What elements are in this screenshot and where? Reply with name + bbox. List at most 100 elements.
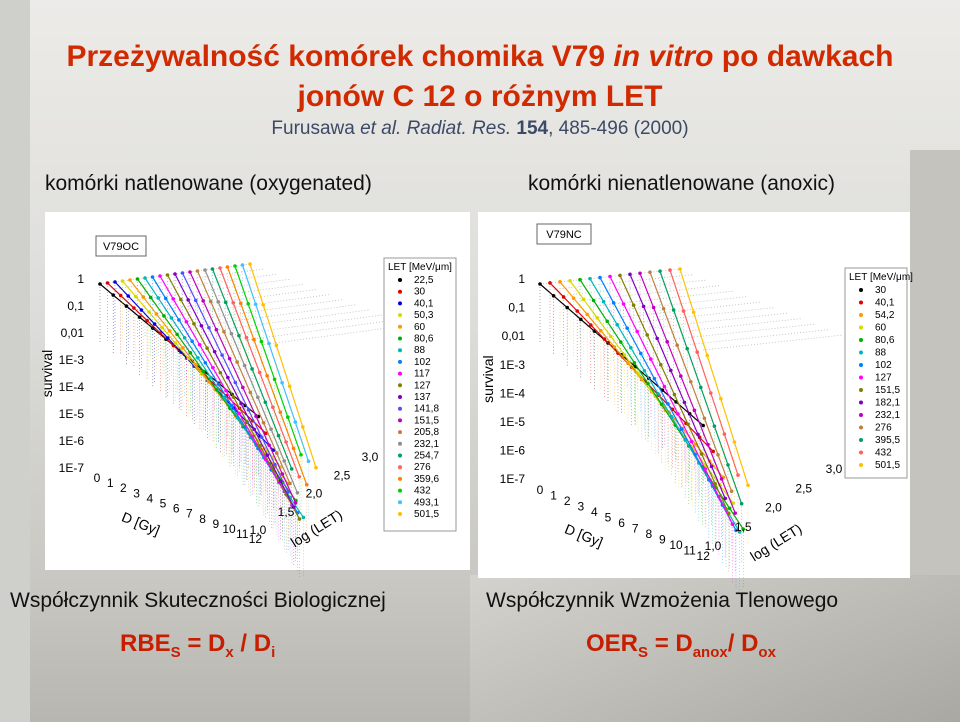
curve-point bbox=[237, 411, 241, 416]
legend-marker bbox=[398, 406, 402, 411]
curve-point bbox=[661, 306, 666, 311]
y-tick-label: 1 bbox=[77, 272, 84, 286]
curve-point bbox=[253, 302, 258, 307]
curve-point bbox=[679, 374, 683, 378]
curve-point bbox=[203, 268, 207, 272]
curve-point bbox=[639, 351, 643, 356]
y-tick-label: 0,01 bbox=[61, 326, 85, 340]
legend-entry: 501,5 bbox=[414, 509, 439, 520]
grid-line bbox=[258, 324, 409, 346]
curve-point bbox=[207, 325, 211, 330]
curve-point bbox=[128, 278, 132, 282]
legend-marker bbox=[398, 430, 402, 435]
title-line: jonów C 12 o różnym LET bbox=[297, 80, 663, 113]
curve-point bbox=[632, 361, 637, 365]
curve-point bbox=[665, 340, 669, 344]
curve-point bbox=[271, 405, 275, 410]
curve-point bbox=[746, 483, 750, 488]
curve-point bbox=[165, 273, 170, 277]
curve-point bbox=[111, 293, 115, 297]
curve-point bbox=[705, 353, 709, 358]
curve-point bbox=[284, 440, 288, 444]
y-tick-label: 1E-4 bbox=[59, 380, 85, 394]
curve-point bbox=[591, 298, 596, 303]
y-tick-label: 1 bbox=[518, 272, 525, 286]
y-tick-label: 1E-7 bbox=[500, 472, 526, 486]
curve-point bbox=[287, 384, 292, 389]
curve-point bbox=[581, 297, 586, 302]
curve-point bbox=[231, 395, 236, 399]
x-tick-label: 2 bbox=[564, 494, 571, 508]
curve-point bbox=[732, 440, 737, 444]
curve-point bbox=[727, 506, 732, 511]
curve-point bbox=[265, 374, 269, 378]
legend-entry: 127 bbox=[414, 380, 431, 391]
curve-point bbox=[201, 299, 205, 303]
curve-point bbox=[235, 360, 239, 364]
curve-point bbox=[696, 432, 700, 437]
formula-subscript: x bbox=[225, 643, 234, 661]
curve-point bbox=[692, 408, 697, 413]
curve-point bbox=[201, 369, 206, 374]
grid-line bbox=[539, 268, 681, 285]
panel-caption: komórki natlenowane (oxygenated) bbox=[45, 172, 372, 195]
legend-entry: 54,2 bbox=[875, 310, 895, 321]
curve-point bbox=[658, 269, 662, 273]
curve-point bbox=[314, 465, 318, 470]
x-tick-label: 5 bbox=[160, 497, 167, 511]
curve-point bbox=[240, 263, 245, 267]
z-tick-label: 1,0 bbox=[250, 523, 267, 537]
curve-point bbox=[261, 302, 266, 307]
curve-point bbox=[739, 501, 744, 506]
curve-point bbox=[686, 422, 690, 427]
curve-point bbox=[595, 316, 599, 320]
legend-entry: 141,8 bbox=[414, 404, 439, 415]
x-tick-label: 3 bbox=[133, 486, 140, 500]
curve-point bbox=[304, 482, 309, 487]
curve-point bbox=[220, 353, 224, 357]
curve-point bbox=[222, 329, 226, 334]
curve-point bbox=[558, 280, 562, 284]
curve-point bbox=[214, 327, 219, 332]
legend-entry: 276 bbox=[875, 423, 892, 434]
curve-point bbox=[635, 329, 639, 334]
curve-point bbox=[182, 336, 187, 340]
curve-point bbox=[701, 423, 705, 428]
curve-point bbox=[205, 346, 209, 351]
x-tick-label: 10 bbox=[669, 538, 683, 552]
legend-marker bbox=[398, 289, 402, 294]
grid-line bbox=[245, 319, 396, 341]
grid-line bbox=[689, 329, 830, 345]
curve-point bbox=[261, 420, 266, 425]
grid-line bbox=[594, 290, 735, 307]
curve-point bbox=[538, 282, 542, 286]
bottom-heading: Współczynnik Wzmożenia Tlenowego bbox=[486, 589, 839, 612]
curve-point bbox=[210, 267, 215, 271]
grid-line bbox=[621, 301, 762, 318]
legend-entry: 232,1 bbox=[875, 410, 900, 421]
grid-line bbox=[113, 268, 264, 290]
survival-curve bbox=[249, 263, 317, 468]
x-tick-label: 12 bbox=[249, 532, 263, 546]
curve-point bbox=[609, 334, 613, 339]
x-tick-label: 1 bbox=[550, 489, 557, 503]
curve-point bbox=[278, 479, 283, 483]
legend-marker bbox=[398, 336, 402, 341]
curve-point bbox=[615, 322, 619, 327]
legend-marker bbox=[859, 463, 863, 467]
curve-point bbox=[145, 318, 149, 323]
curve-point bbox=[672, 392, 677, 397]
curve-point bbox=[224, 388, 228, 393]
z-tick-label: 2,0 bbox=[765, 501, 782, 515]
formula-subscript: i bbox=[271, 643, 276, 661]
y-tick-label: 1E-5 bbox=[500, 415, 526, 429]
panel-label: V79OC bbox=[103, 241, 139, 253]
curve-point bbox=[192, 322, 196, 326]
legend-box bbox=[383, 257, 457, 532]
curve-point bbox=[618, 273, 622, 278]
curve-point bbox=[689, 439, 694, 444]
curve-point bbox=[242, 363, 247, 368]
curve-point bbox=[703, 467, 707, 471]
curve-point bbox=[655, 336, 659, 341]
curve-point bbox=[124, 304, 129, 308]
